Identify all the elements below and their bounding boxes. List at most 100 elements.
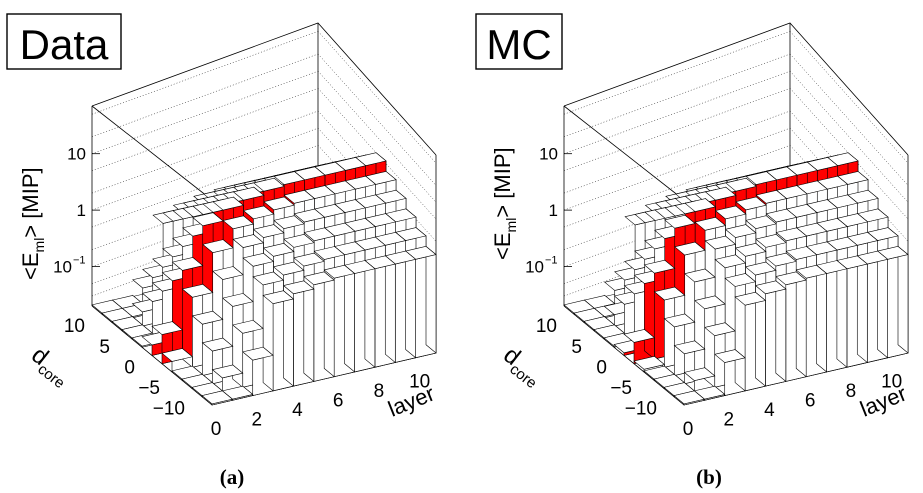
bar-top <box>252 271 285 286</box>
bar-face-side <box>775 280 787 383</box>
bar-top <box>272 261 305 276</box>
bar-top <box>253 177 285 192</box>
bar-top <box>232 186 265 201</box>
y-axis-label: <Eml> [MIP] <box>490 147 519 260</box>
bar-face-side <box>364 259 376 368</box>
ztick-label: 0 <box>124 357 135 378</box>
grid-line-right <box>789 31 909 164</box>
bar-top <box>293 208 326 223</box>
bar-top <box>745 215 777 229</box>
bar-face-side <box>283 290 294 387</box>
axis-frame-top <box>91 22 437 156</box>
z-axis-label: dcore <box>496 341 549 392</box>
panel-title-box <box>475 13 563 70</box>
bar-face-side <box>303 280 315 383</box>
bar-top <box>704 186 737 201</box>
bar-top <box>775 271 807 286</box>
bar-top <box>201 337 234 352</box>
bar-top <box>151 321 184 335</box>
bar-top <box>694 216 727 231</box>
bar-top <box>201 390 234 405</box>
axis-frame-diag <box>563 105 685 201</box>
bar-top <box>283 190 316 204</box>
bar-top <box>684 268 716 283</box>
ztick-label: −5 <box>138 378 160 399</box>
bar-top <box>765 252 797 267</box>
grid-line-left <box>563 127 791 211</box>
bar-top <box>724 224 757 238</box>
xtick-label: 2 <box>251 410 262 431</box>
grid-line-left <box>91 70 319 154</box>
ytick-label: 10 <box>67 145 86 164</box>
bar-top <box>714 205 747 220</box>
ztick-label: 0 <box>596 357 607 378</box>
bar-face-side <box>425 245 437 354</box>
grid-line-left <box>91 145 319 228</box>
ytick-label: 1 <box>77 201 86 220</box>
bar-face-side <box>795 271 807 378</box>
bar-top <box>242 252 275 267</box>
bar-top <box>744 261 777 276</box>
bar-face-side <box>856 255 868 364</box>
grid-line-left <box>91 53 319 137</box>
bar-top <box>242 346 274 361</box>
ztick-label: −10 <box>153 399 185 420</box>
xtick-label: 8 <box>374 381 385 402</box>
bar-top <box>633 355 666 370</box>
bar-face-side <box>816 264 827 373</box>
bar-top <box>303 227 336 242</box>
bar-top <box>623 329 656 343</box>
bar-top <box>242 205 275 220</box>
bar-top <box>795 264 828 279</box>
ytick-label: 10 <box>525 258 544 277</box>
panel-title: MC <box>486 21 551 68</box>
ytick-exponent: −1 <box>545 255 558 267</box>
bar-top <box>724 273 757 287</box>
bar-top <box>704 235 737 250</box>
bar-top <box>262 290 295 305</box>
grid-line-left <box>563 31 791 115</box>
bar-top <box>775 227 808 242</box>
bar-face-side <box>836 259 848 368</box>
xtick-label: 4 <box>764 400 775 421</box>
panel-title-box <box>6 13 122 70</box>
ytick-label: 1 <box>549 201 558 220</box>
bar-top <box>293 252 325 267</box>
ztick-label: 5 <box>99 337 110 358</box>
x-axis-label: layer <box>857 381 911 422</box>
bar-top <box>303 271 335 286</box>
ytick-exponent: −1 <box>73 255 86 267</box>
bar-top <box>283 234 315 248</box>
bar-top <box>755 234 787 248</box>
ztick-label: −10 <box>625 399 657 420</box>
bar-top <box>232 319 264 334</box>
grid-line-left <box>563 145 791 228</box>
grid-line-left <box>91 88 319 171</box>
xtick-label: 10 <box>409 372 430 393</box>
bar-face-side <box>405 250 416 359</box>
x-axis-label: layer <box>385 381 439 422</box>
xtick-label: 0 <box>683 419 694 440</box>
bar-top <box>273 171 306 185</box>
bar-top <box>232 234 265 248</box>
bar-top <box>754 280 787 295</box>
bar-top <box>192 212 224 227</box>
bar-face-side <box>384 255 396 364</box>
bar-top <box>653 286 686 301</box>
panel-caption: (b) <box>696 465 722 489</box>
bar-top <box>263 196 295 211</box>
grid-line-right <box>317 31 437 164</box>
bar-top <box>212 196 245 211</box>
bar-top <box>674 241 706 256</box>
grid-line-left <box>91 31 319 115</box>
bar-top <box>765 208 798 223</box>
bar-top <box>313 246 346 260</box>
xtick-label: 2 <box>723 410 734 431</box>
panel-caption: (a) <box>220 465 245 489</box>
axis-frame-diag <box>91 105 213 201</box>
bar-top <box>714 254 747 269</box>
bar-top <box>734 243 767 257</box>
bar-top <box>735 196 767 211</box>
panel-title: Data <box>20 21 109 68</box>
grid-line-left <box>91 110 319 194</box>
